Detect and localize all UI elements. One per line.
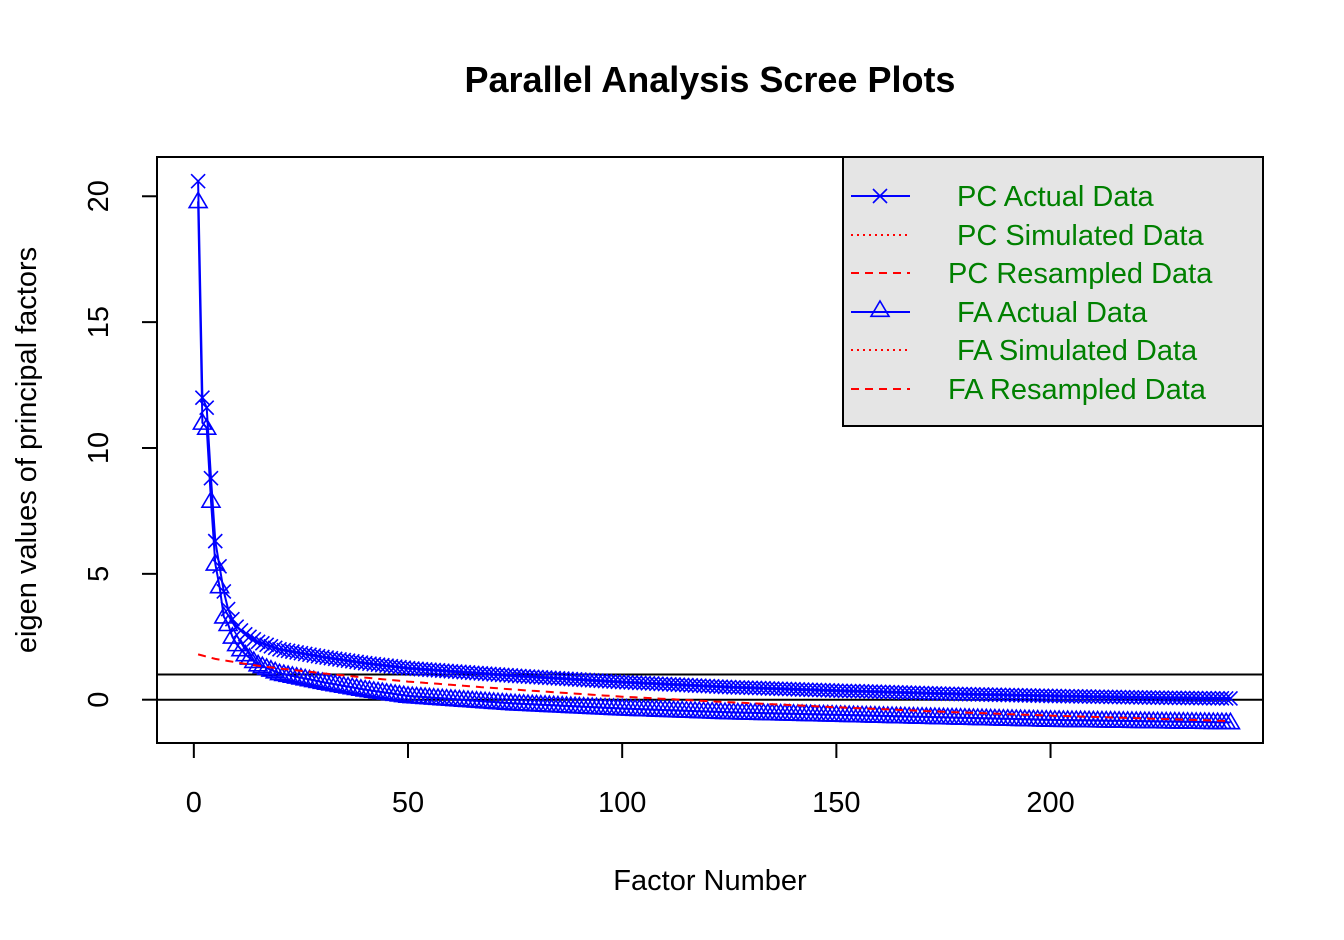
x-mark-point	[1218, 690, 1234, 706]
legend-entry: FA Simulated Data	[851, 335, 1198, 367]
x-mark-point	[872, 188, 888, 204]
triangle-point	[1220, 711, 1241, 730]
triangle-point	[204, 553, 226, 571]
y-tick-label: 0	[83, 692, 115, 708]
triangle-point	[196, 417, 218, 435]
series-0	[190, 173, 1239, 707]
x-mark-point	[254, 635, 270, 651]
triangle-point	[239, 647, 260, 665]
y-tick-label: 15	[83, 306, 115, 338]
y-axis-label: eigen values of principal factors	[11, 247, 43, 653]
chart-title: Parallel Analysis Scree Plots	[465, 59, 956, 100]
legend-entry: FA Resampled Data	[851, 374, 1207, 406]
x-mark-point	[207, 533, 223, 549]
x-mark-point	[203, 470, 219, 486]
series-line	[197, 653, 1231, 723]
triangle-point	[200, 490, 222, 508]
x-mark-point	[241, 629, 258, 645]
legend-label: FA Simulated Data	[957, 335, 1198, 367]
triangle-point	[869, 299, 891, 318]
triangle-point	[187, 190, 209, 209]
x-mark-point	[250, 634, 266, 650]
y-tick-label: 20	[83, 180, 115, 212]
legend-entry: PC Actual Data	[851, 181, 1155, 213]
series-layer	[187, 173, 1241, 730]
series-1	[187, 190, 1241, 730]
x-mark-point	[237, 626, 253, 642]
legend-entry: FA Actual Data	[851, 297, 1148, 329]
legend-label: FA Actual Data	[957, 297, 1148, 329]
triangle-point	[226, 633, 248, 652]
legend-entry: PC Resampled Data	[851, 258, 1213, 290]
triangle-point	[260, 659, 282, 677]
x-mark-point	[246, 631, 262, 647]
x-axis-label: Factor Number	[613, 865, 807, 897]
triangle-point	[217, 613, 239, 632]
legend-label: PC Actual Data	[957, 181, 1155, 213]
x-mark-point	[190, 173, 206, 189]
x-tick-label: 100	[598, 787, 646, 819]
x-tick-label: 50	[392, 787, 424, 819]
triangle-point	[234, 643, 256, 662]
x-mark-point	[267, 640, 283, 656]
y-axis: 0 5 10 15 20	[83, 180, 158, 708]
legend-label: FA Resampled Data	[948, 374, 1207, 406]
legend-label: PC Simulated Data	[957, 220, 1204, 252]
x-mark-point	[259, 637, 275, 653]
y-tick-label: 10	[83, 432, 115, 464]
triangle-point	[247, 653, 269, 672]
series-2	[197, 653, 1231, 723]
x-tick-label: 150	[812, 787, 860, 819]
triangle-point	[264, 660, 286, 679]
x-axis: 0 50 100 150 200	[186, 742, 1075, 819]
legend-label: PC Resampled Data	[948, 258, 1213, 290]
triangle-point	[192, 412, 213, 430]
triangle-point	[230, 638, 252, 657]
y-tick-label: 5	[83, 566, 115, 582]
x-mark-point	[1222, 690, 1239, 707]
triangle-point	[243, 650, 265, 669]
x-mark-point	[263, 638, 279, 654]
triangle-point	[209, 575, 230, 594]
legend-box	[842, 156, 1264, 427]
x-tick-label: 200	[1026, 787, 1074, 819]
x-tick-label: 0	[186, 787, 202, 819]
legend-entry: PC Simulated Data	[851, 220, 1204, 252]
legend: PC Actual Data PC Simulated Data PC Resamp…	[842, 156, 1264, 427]
plot-frame	[156, 156, 1264, 744]
